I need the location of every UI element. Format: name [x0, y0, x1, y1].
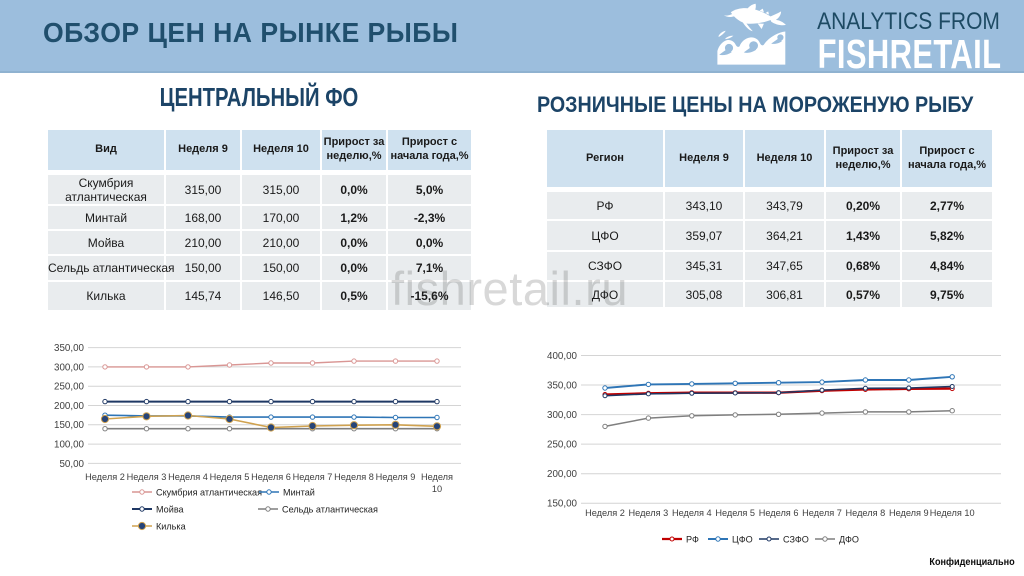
svg-text:Неделя 2: Неделя 2 [85, 472, 125, 482]
svg-text:400,00: 400,00 [547, 351, 578, 362]
svg-text:Неделя 4: Неделя 4 [672, 508, 712, 518]
svg-text:Неделя 6: Неделя 6 [251, 472, 291, 482]
svg-text:Мойва: Мойва [156, 505, 185, 515]
svg-text:СЗФО: СЗФО [783, 535, 809, 545]
svg-text:Сельдь атлантическая: Сельдь атлантическая [282, 505, 378, 515]
svg-text:РФ: РФ [686, 535, 699, 545]
svg-text:350,00: 350,00 [54, 343, 85, 354]
svg-text:Неделя 7: Неделя 7 [802, 508, 842, 518]
svg-text:300,00: 300,00 [547, 410, 578, 421]
svg-text:Неделя 8: Неделя 8 [846, 508, 886, 518]
svg-text:Неделя 9: Неделя 9 [376, 472, 416, 482]
svg-text:350,00: 350,00 [547, 380, 578, 391]
svg-text:150,00: 150,00 [54, 420, 85, 431]
svg-text:Неделя 5: Неделя 5 [210, 472, 250, 482]
svg-text:Неделя 4: Неделя 4 [168, 472, 208, 482]
svg-text:250,00: 250,00 [547, 440, 578, 451]
svg-text:250,00: 250,00 [54, 382, 85, 393]
svg-text:Неделя 10: Неделя 10 [930, 508, 975, 518]
svg-text:300,00: 300,00 [54, 362, 85, 373]
svg-text:Неделя 8: Неделя 8 [334, 472, 374, 482]
svg-text:Неделя: Неделя [421, 472, 453, 482]
svg-text:150,00: 150,00 [547, 499, 578, 510]
svg-text:Неделя 6: Неделя 6 [759, 508, 799, 518]
svg-text:ДФО: ДФО [839, 535, 859, 545]
svg-text:10: 10 [432, 484, 442, 494]
svg-text:200,00: 200,00 [54, 401, 85, 412]
svg-text:ЦФО: ЦФО [732, 535, 753, 545]
svg-text:100,00: 100,00 [54, 440, 85, 451]
svg-text:50,00: 50,00 [59, 459, 84, 470]
svg-text:Неделя 9: Неделя 9 [889, 508, 929, 518]
svg-text:200,00: 200,00 [547, 469, 578, 480]
svg-text:Минтай: Минтай [283, 488, 315, 498]
svg-text:Килька: Килька [156, 522, 187, 532]
svg-text:Неделя 3: Неделя 3 [127, 472, 167, 482]
svg-text:Неделя 5: Неделя 5 [715, 508, 755, 518]
svg-text:Скумбрия атлантическая: Скумбрия атлантическая [156, 488, 262, 498]
svg-text:Неделя 3: Неделя 3 [629, 508, 669, 518]
svg-text:Неделя 7: Неделя 7 [293, 472, 333, 482]
svg-text:Неделя 2: Неделя 2 [585, 508, 625, 518]
